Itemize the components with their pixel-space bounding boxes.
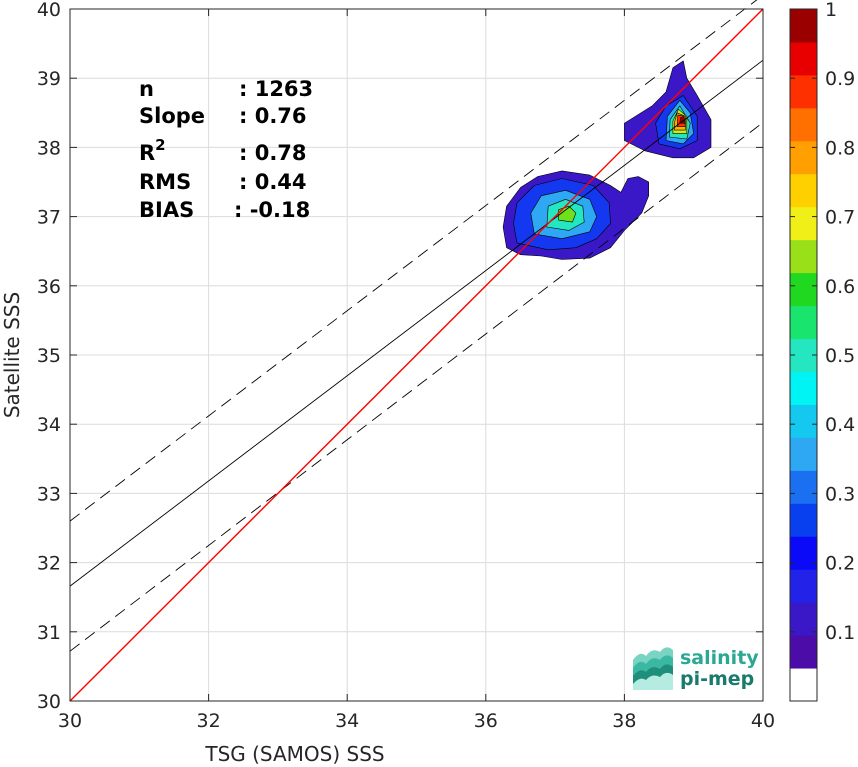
colorbar-band <box>790 41 817 76</box>
colorbar-band <box>790 107 817 142</box>
x-tick-label: 36 <box>474 710 498 732</box>
x-tick-label: 38 <box>612 710 636 732</box>
colorbar-tick-label: 0.4 <box>825 414 855 436</box>
stat-bias-value: : -0.18 <box>234 198 310 222</box>
salinity-pi-mep-logo: salinity pi-mep <box>633 647 759 690</box>
y-axis-label: Satellite SSS <box>0 292 24 418</box>
colorbar-tick-label: 0.3 <box>825 483 855 505</box>
y-tick-label: 32 <box>37 553 61 575</box>
colorbar-band <box>790 140 817 175</box>
y-tick-label: 40 <box>37 0 61 21</box>
colorbar-band <box>790 305 817 340</box>
x-tick-label: 32 <box>197 710 221 732</box>
x-tick-label: 40 <box>751 710 775 732</box>
cluster-low <box>502 170 650 260</box>
stat-n-value: : 1263 <box>239 77 313 101</box>
colorbar-ticks: 0.1 0.2 0.3 0.4 0.5 0.6 0.7 0.8 0.9 1 <box>790 0 855 644</box>
lower-bound-line <box>69 122 764 652</box>
colorbar-band <box>790 173 817 208</box>
x-axis-label: TSG (SAMOS) SSS <box>204 742 384 766</box>
stats-box: n : 1263 Slope : 0.76 R2 : 0.78 RMS : 0.… <box>139 77 313 222</box>
y-axis-ticks: 30 31 32 33 34 35 36 37 38 39 40 <box>37 0 763 713</box>
colorbar-band <box>790 404 817 438</box>
colorbar-band <box>790 635 817 669</box>
stat-slope-label: Slope <box>139 104 205 128</box>
colorbar-tick-label: 1 <box>825 0 837 21</box>
y-tick-label: 36 <box>37 276 61 298</box>
y-tick-label: 34 <box>37 414 61 436</box>
colorbar-tick-label: 0.6 <box>825 276 855 298</box>
colorbar-band <box>790 206 817 241</box>
stat-bias-label: BIAS <box>139 198 194 222</box>
identity-line <box>69 8 764 702</box>
x-tick-label: 30 <box>58 710 82 732</box>
colorbar-band <box>790 536 817 570</box>
logo-text-salinity: salinity <box>680 647 759 669</box>
y-tick-label: 38 <box>37 137 61 159</box>
cluster-high <box>624 60 712 159</box>
colorbar-band <box>790 239 817 274</box>
colorbar-band <box>790 470 817 504</box>
logo-waves-icon <box>633 647 673 690</box>
stat-r2-value: : 0.78 <box>239 141 307 165</box>
colorbar-tick-label: 0.9 <box>825 68 855 90</box>
upper-bound-line <box>69 0 758 522</box>
colorbar-band <box>790 74 817 109</box>
colorbar-band <box>790 602 817 636</box>
colorbar-band <box>790 569 817 603</box>
y-tick-label: 31 <box>37 622 61 644</box>
grid <box>70 9 763 701</box>
colorbar-band <box>790 9 817 43</box>
stat-r2-sup: 2 <box>155 136 165 154</box>
colorbar-band <box>790 272 817 307</box>
colorbar-tick-label: 0.2 <box>825 553 855 575</box>
colorbar-tick-label: 0.8 <box>825 137 855 159</box>
density-contour <box>558 205 577 223</box>
stat-rms-value: : 0.44 <box>239 170 307 194</box>
stat-rms-label: RMS <box>139 170 191 194</box>
y-tick-label: 33 <box>37 483 61 505</box>
fit-line <box>69 59 764 587</box>
x-axis-ticks: 30 32 34 36 38 40 <box>58 9 775 732</box>
y-tick-label: 30 <box>37 691 61 713</box>
x-tick-label: 34 <box>335 710 359 732</box>
y-tick-label: 39 <box>37 68 61 90</box>
colorbar-tick-label: 0.5 <box>825 345 855 367</box>
colorbar-band <box>790 668 817 702</box>
stat-slope-value: : 0.76 <box>239 104 307 128</box>
regression-lines <box>69 0 764 702</box>
density-contour <box>679 116 686 124</box>
stat-r2-letter: R <box>139 141 155 165</box>
colorbar-band <box>790 437 817 471</box>
colorbar-tick-label: 0.1 <box>825 622 855 644</box>
y-tick-label: 37 <box>37 207 61 229</box>
stat-r2-label: R2 <box>139 136 166 165</box>
y-tick-label: 35 <box>37 345 61 367</box>
colorbar-band <box>790 503 817 537</box>
stat-n-label: n <box>139 77 154 101</box>
colorbar <box>790 9 817 702</box>
logo-text-pi-mep: pi-mep <box>680 668 754 690</box>
colorbar-tick-label: 0.7 <box>825 207 855 229</box>
density-clusters <box>502 60 712 260</box>
colorbar-band <box>790 371 817 405</box>
